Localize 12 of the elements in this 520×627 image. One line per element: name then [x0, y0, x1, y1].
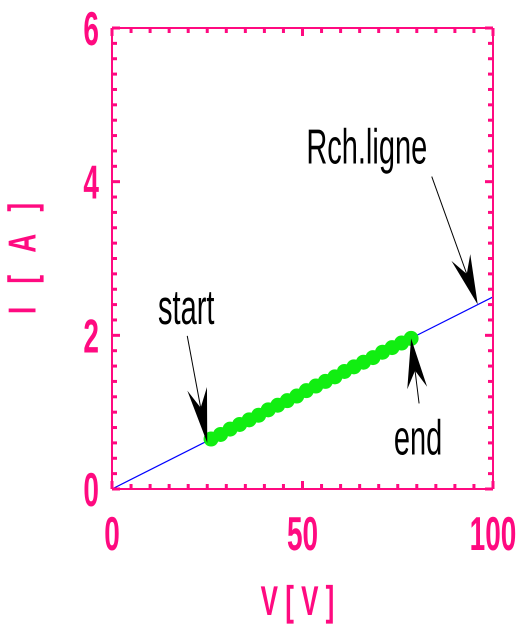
x-axis-title: V [ V ]: [260, 579, 334, 625]
annotation: start: [158, 278, 214, 335]
point: [404, 330, 419, 346]
x-tick-label: 100: [470, 508, 516, 561]
y-tick-label: 2: [83, 310, 99, 364]
y-tick-label: 6: [83, 4, 99, 56]
annotation: Rch.ligne: [306, 118, 428, 175]
x-tick-label: 50: [286, 508, 318, 561]
y-axis-title: I [ A ]: [1, 194, 45, 314]
y-tick-label: 4: [83, 157, 100, 210]
annotation: end: [394, 409, 442, 466]
y-tick-label: 0: [83, 464, 99, 517]
